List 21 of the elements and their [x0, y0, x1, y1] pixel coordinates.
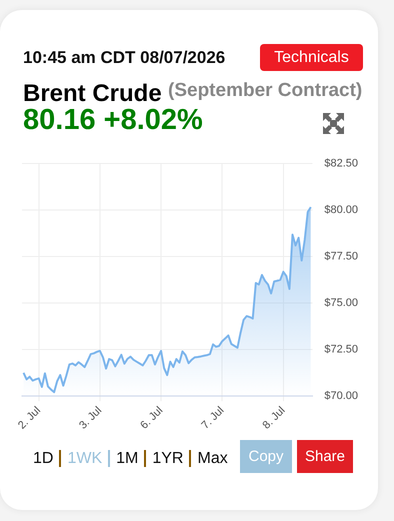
chart-subtitle: (September Contract): [168, 80, 362, 102]
y-tick-label: $75.00: [324, 297, 358, 310]
x-tick-label: 7. Jul: [199, 404, 226, 432]
text: 10:45 am CDT 08/07/2026: [23, 48, 226, 68]
x-tick-label: 6. Jul: [138, 404, 166, 432]
text: 1YR: [144, 450, 184, 467]
text: Copy: [240, 440, 292, 473]
text: 1M: [108, 450, 138, 467]
x-tick-label: 8. Jul: [260, 404, 288, 432]
text: Max: [189, 450, 228, 467]
text: 1D: [33, 450, 54, 467]
y-tick-label: $70.00: [324, 390, 358, 402]
y-tick-label: $72.50: [324, 344, 358, 356]
x-tick-label: 3. Jul: [77, 404, 104, 432]
text: 1WK: [59, 450, 102, 467]
y-tick-label: $80.00: [324, 204, 358, 216]
y-tick-label: $77.50: [324, 250, 358, 263]
text: Share: [297, 440, 353, 473]
x-tick-label: 2. Jul: [16, 404, 44, 432]
y-tick-label: $82.50: [324, 158, 358, 170]
text: Technicals: [260, 44, 363, 71]
